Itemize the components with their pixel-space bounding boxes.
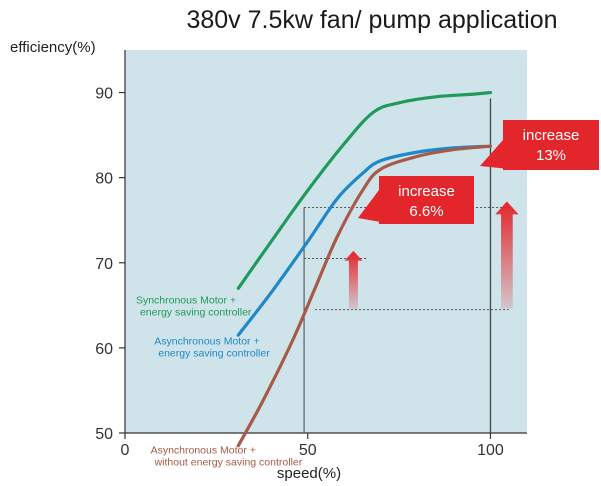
- series-label-async-controller-line: Asynchronous Motor +: [154, 335, 259, 347]
- callout-increase-6-6-text-line: 6.6%: [409, 203, 443, 220]
- callout-increase-6-6-text: increase 6.6%: [398, 183, 455, 220]
- callout-increase-6-6-text-line: increase: [398, 183, 455, 200]
- x-tick-label: 100: [477, 442, 504, 459]
- series-label-sync-controller: Synchronous Motor + energy saving control…: [136, 295, 252, 319]
- callout-increase-6-6-box: [379, 176, 474, 224]
- callout-increase-13-text-line: 13%: [536, 147, 566, 164]
- increase-arrow-large: [495, 201, 519, 309]
- series-label-async-controller-line: energy saving controller: [158, 347, 270, 359]
- x-tick-label: 0: [121, 442, 130, 459]
- series-label-async-controller: Asynchronous Motor + energy saving contro…: [154, 335, 270, 359]
- series-label-sync-controller-line: Synchronous Motor +: [136, 295, 236, 307]
- plot-area: [125, 50, 527, 433]
- y-tick-label: 90: [95, 86, 113, 103]
- series-label-async-no-controller: Asynchronous Motor + without energy savin…: [151, 444, 303, 468]
- series-label-async-no-controller-line: Asynchronous Motor +: [151, 444, 256, 456]
- callout-increase-13-box: [503, 120, 599, 170]
- chart-title: 380v 7.5kw fan/ pump application: [186, 6, 557, 34]
- callout-increase-13: increase 13%: [480, 120, 599, 170]
- series-line-async-no-controller: [236, 144, 493, 448]
- y-axis-label: efficiency(%): [10, 39, 96, 56]
- callout-increase-13-text-line: increase: [523, 127, 580, 144]
- series-label-async-no-controller-line: without energy saving controller: [154, 456, 303, 468]
- series-label-sync-controller-line: energy saving controller: [140, 307, 252, 319]
- x-tick-label: 50: [299, 442, 317, 459]
- y-tick-label: 80: [95, 171, 113, 188]
- series-line-async-controller: [236, 144, 493, 337]
- y-tick-label: 60: [95, 341, 113, 358]
- x-axis-label: speed(%): [277, 465, 341, 482]
- y-tick-label: 70: [95, 256, 113, 273]
- increase-arrow-small: [344, 250, 363, 309]
- series-line-sync-controller: [236, 90, 493, 290]
- y-tick-label: 50: [95, 426, 113, 443]
- callout-increase-6-6: increase 6.6%: [358, 176, 474, 224]
- callout-increase-13-text: increase 13%: [523, 127, 580, 164]
